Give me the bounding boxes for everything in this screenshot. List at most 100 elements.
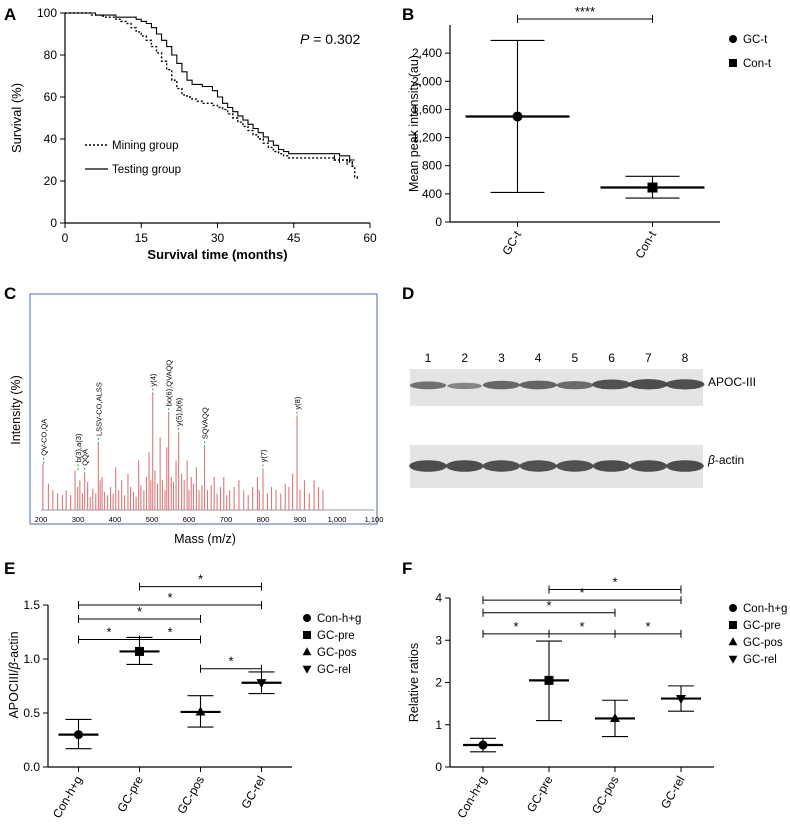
a-x-tick-label: 45 xyxy=(287,231,301,245)
panel-e-apociii-ratio-chart: APOCIII/β-actin 0.0 0.5 1.0 1.5 Con-h+g GC-pr… xyxy=(7,572,361,821)
a-x-tick-label: 30 xyxy=(211,231,225,245)
c-peak-label: bo(6),QVAQQ xyxy=(165,360,174,407)
b-y-tick-label: 400 xyxy=(422,187,442,201)
p-value-annotation: P = 0.302 xyxy=(300,31,361,47)
legend-label-testing: Testing group xyxy=(112,164,181,176)
d-apoc3-band xyxy=(409,381,447,390)
d-lane-number: 2 xyxy=(461,351,468,365)
b-y-tick-label: 2,400 xyxy=(412,46,442,60)
panel-letter-d: D xyxy=(402,284,414,303)
f-legend-label: GC-pos xyxy=(743,637,783,649)
c-peak-label: QV-CO,QA xyxy=(40,419,49,456)
e-mean-marker xyxy=(74,730,83,740)
c-peak-label: LSSV-CO,ALSS xyxy=(94,382,103,436)
d-lane-number: 7 xyxy=(645,351,652,365)
e-y-tick-label: 0.5 xyxy=(23,706,40,720)
f-y-axis-label: Relative ratios xyxy=(407,643,421,722)
c-peak-label: b(3),a(3) xyxy=(74,433,83,462)
f-legend-label: GC-rel xyxy=(743,654,777,666)
f-legend-marker xyxy=(729,621,737,629)
f-legend-label: GC-pre xyxy=(743,620,781,632)
c-x-tick-label: 300 xyxy=(72,515,85,524)
panel-c-mass-spectrum: QV-CO,QA b(3),a(3)QQA LSSV-CO,ALSS y(4) bo(6… xyxy=(9,293,384,546)
f-significance-label: * xyxy=(645,619,650,634)
panel-f-relative-ratio-chart: 0 1 2 3 4 Con-h+g GC-pre GC-pos GC-rel Relative r… xyxy=(407,575,787,821)
d-apoc3-band xyxy=(519,380,557,390)
panel-letter-f: F xyxy=(402,559,412,578)
f-mean-marker xyxy=(610,713,620,723)
e-x-tick-label: GC-rel xyxy=(238,774,268,812)
d-actin-band xyxy=(666,460,704,472)
c-peak-label: QQA xyxy=(81,449,90,466)
f-mean-marker xyxy=(544,675,554,685)
c-spectrum-frame xyxy=(29,293,378,525)
d-actin-band xyxy=(482,460,521,472)
e-legend-label: GC-rel xyxy=(317,664,351,676)
a-x-tick-label: 15 xyxy=(135,231,149,245)
f-significance-label: * xyxy=(513,619,518,634)
e-x-tick-label: Con-h+g xyxy=(50,774,85,821)
d-actin-band xyxy=(556,460,594,472)
blot-label-apoc3: APOC-III xyxy=(708,375,756,389)
e-legend-label: GC-pre xyxy=(317,630,355,642)
a-y-axis-label: Survival (%) xyxy=(9,83,24,153)
series-testing-group xyxy=(65,12,355,161)
f-y-tick-label: 0 xyxy=(435,760,442,774)
c-x-axis-label: Mass (m/z) xyxy=(174,532,236,546)
f-y-tick-label: 1 xyxy=(435,718,442,732)
d-apoc3-band xyxy=(592,379,631,390)
panel-letter-c: C xyxy=(4,284,16,303)
f-legend-marker xyxy=(728,637,738,646)
series-mining-group xyxy=(65,12,358,179)
a-x-tick-label: 60 xyxy=(363,231,377,245)
d-lane-number: 6 xyxy=(608,351,615,365)
f-mean-marker xyxy=(478,740,488,750)
c-x-tick-label: 500 xyxy=(146,515,159,524)
c-x-tick-label: 1,100 xyxy=(365,515,384,524)
c-x-tick-label: 800 xyxy=(257,515,270,524)
c-x-tick-label: 600 xyxy=(183,515,196,524)
e-significance-label: * xyxy=(167,625,172,640)
d-actin-band xyxy=(629,460,668,472)
e-significance-label: * xyxy=(198,572,203,587)
legend-label-mining: Mining group xyxy=(112,140,178,152)
d-apoc3-band xyxy=(665,379,705,390)
c-x-tick-label: 900 xyxy=(294,515,307,524)
c-x-tick-label: 700 xyxy=(220,515,233,524)
c-peak-label: y(7) xyxy=(259,449,268,462)
e-significance-label: * xyxy=(228,654,233,669)
d-actin-band xyxy=(409,460,447,472)
e-y-axis-label: APOCIII/β-actin xyxy=(7,631,21,718)
d-actin-band xyxy=(445,460,484,472)
f-legend-marker xyxy=(729,604,737,612)
c-y-axis-label: Intensity (%) xyxy=(9,375,23,444)
b-y-tick-label: 0 xyxy=(435,215,442,229)
panel-b-peak-intensity-chart: 0 400 800 1,200 1,600 2,000 2,400 GC-t Con-t Mean… xyxy=(407,4,772,261)
legend-a: Mining group Testing group xyxy=(85,140,181,176)
f-x-tick-label: GC-pre xyxy=(524,773,556,814)
f-legend-marker xyxy=(728,655,738,664)
e-mean-marker xyxy=(195,706,206,716)
c-x-tick-label: 200 xyxy=(35,515,48,524)
b-legend-marker xyxy=(729,59,737,67)
d-apoc3-band xyxy=(482,380,521,390)
e-mean-marker xyxy=(256,679,267,689)
d-lane-number: 3 xyxy=(498,351,505,365)
b-legend-label: Con-t xyxy=(743,58,772,70)
d-lane-number: 8 xyxy=(682,351,689,365)
e-y-tick-label: 0.0 xyxy=(23,760,40,774)
a-y-tick-label: 80 xyxy=(44,48,58,62)
f-significance-label: * xyxy=(612,575,617,590)
a-x-tick-label: 0 xyxy=(62,231,69,245)
c-peak-label: y(4) xyxy=(149,373,158,386)
c-peak-label: SQVAQQ xyxy=(201,407,210,439)
e-significance-label: * xyxy=(106,625,111,640)
a-x-axis-label: Survival time (months) xyxy=(147,247,287,262)
e-legend-marker xyxy=(303,631,311,639)
e-y-tick-label: 1.5 xyxy=(23,598,40,612)
panel-letter-b: B xyxy=(402,5,414,24)
panel-a-survival-chart: P = 0.302 Mining group Testing group 0 20… xyxy=(9,6,377,262)
c-peak-label: y(5),b(6) xyxy=(175,397,184,426)
b-y-tick-label: 1,600 xyxy=(412,102,442,116)
